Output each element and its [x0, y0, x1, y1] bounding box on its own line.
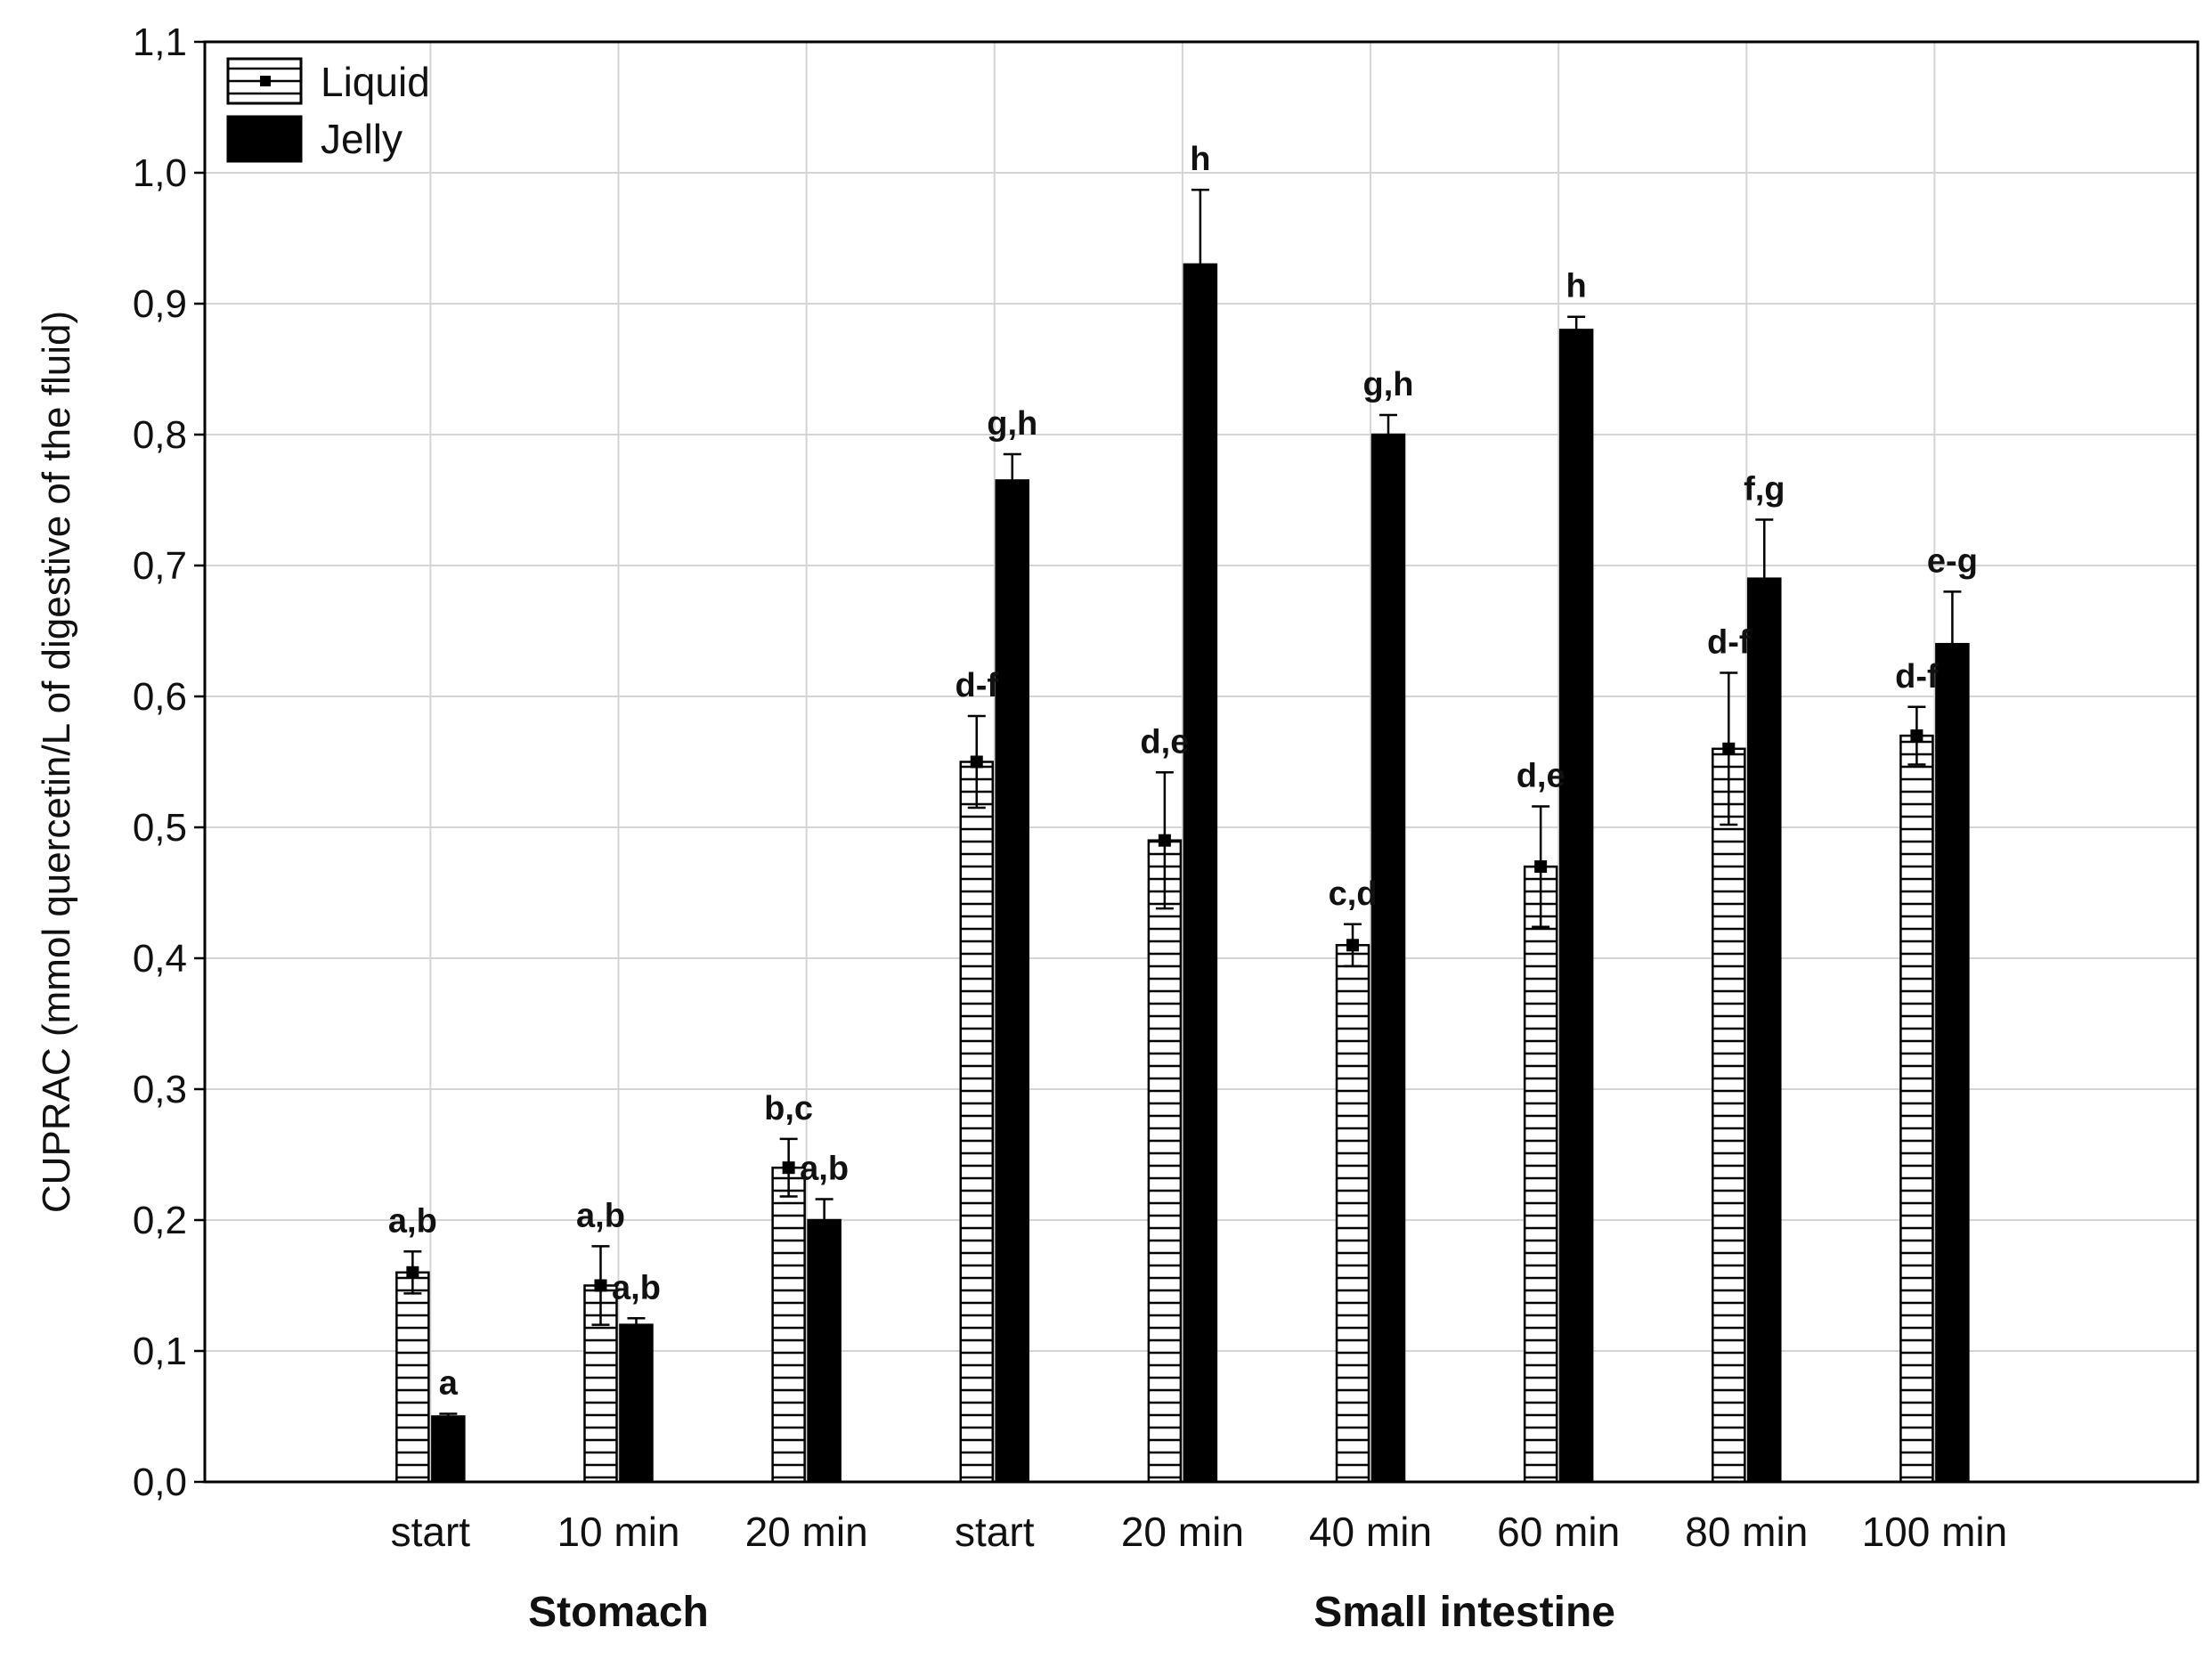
bar-jelly — [431, 1415, 466, 1484]
x-tick-label: 40 min — [1309, 1509, 1432, 1555]
bar-liquid — [1523, 865, 1558, 1484]
significance-letter: a,b — [612, 1269, 661, 1306]
bar-liquid — [1335, 944, 1370, 1484]
bar-liquid — [959, 761, 995, 1484]
mean-marker — [970, 755, 983, 769]
significance-letter: a,b — [576, 1197, 625, 1234]
plot-frame — [203, 40, 2200, 1484]
y-tick-label: 0,3 — [133, 1068, 187, 1111]
bar-jelly — [1935, 642, 1970, 1484]
significance-letter: g,h — [1363, 366, 1414, 403]
legend: Liquid Jelly — [226, 57, 430, 163]
bar-jelly — [1183, 263, 1218, 1484]
y-tick-label: 0,1 — [133, 1330, 187, 1373]
axes-layer — [194, 40, 2200, 1484]
x-tick-label: start — [955, 1509, 1035, 1555]
x-tick-label: start — [391, 1509, 471, 1555]
significance-letter: d-f — [1707, 624, 1751, 662]
labels-layer: 0,0 0,1 0,2 0,3 0,4 0,5 0,6 0,7 0,8 0,9 1,0 1,1 a,b a… — [133, 20, 2007, 1636]
significance-letter: c,d — [1329, 875, 1378, 913]
bar-liquid — [1899, 734, 1934, 1484]
mean-marker — [406, 1265, 419, 1279]
mean-marker — [1158, 834, 1171, 847]
bar-jelly — [1747, 577, 1782, 1484]
significance-letter: d,e — [1517, 757, 1565, 794]
significance-letter: a,b — [800, 1150, 849, 1187]
group-label: Small intestine — [1313, 1589, 1615, 1636]
legend-label-jelly: Jelly — [321, 116, 403, 162]
significance-letter: a,b — [388, 1202, 437, 1240]
mean-marker — [1910, 729, 1923, 743]
y-tick-label: 0,9 — [133, 282, 187, 326]
y-tick-label: 0,0 — [133, 1461, 187, 1504]
bar-liquid — [1712, 747, 1746, 1484]
legend-swatch-jelly — [226, 115, 303, 163]
significance-letter: g,h — [987, 405, 1037, 443]
y-axis-title: CUPRAC (mmol quercetin/L of digestive of… — [35, 311, 78, 1213]
legend-label-liquid: Liquid — [321, 59, 430, 105]
y-tick-label: 1,1 — [133, 20, 187, 64]
bar-jelly — [807, 1218, 842, 1484]
mean-marker — [1722, 742, 1736, 755]
y-tick-label: 0,7 — [133, 544, 187, 588]
x-tick-label: 20 min — [745, 1509, 868, 1555]
y-tick-label: 0,8 — [133, 413, 187, 457]
significance-letter: h — [1190, 141, 1210, 178]
mean-marker — [1534, 860, 1548, 874]
group-label: Stomach — [528, 1589, 709, 1636]
bar-jelly — [619, 1323, 654, 1484]
bar-liquid — [395, 1271, 430, 1484]
significance-letter: e-g — [1927, 542, 1978, 580]
y-tick-label: 1,0 — [133, 151, 187, 195]
y-tick-label: 0,4 — [133, 937, 187, 981]
x-tick-label: 10 min — [557, 1509, 679, 1555]
significance-letter: a — [439, 1365, 459, 1403]
mean-marker — [782, 1161, 795, 1175]
y-tick-label: 0,5 — [133, 806, 187, 850]
y-tick-label: 0,2 — [133, 1199, 187, 1242]
significance-letter: b,c — [764, 1090, 813, 1127]
legend-marker-liquid — [260, 76, 271, 86]
bar-jelly — [1558, 329, 1594, 1484]
bar-liquid — [771, 1166, 806, 1484]
bar-jelly — [1370, 433, 1406, 1484]
mean-marker — [1346, 939, 1360, 952]
significance-letter: d-f — [955, 667, 998, 704]
mean-marker — [594, 1279, 607, 1292]
bar-jelly — [995, 479, 1030, 1484]
significance-letter: h — [1566, 268, 1587, 305]
x-tick-label: 60 min — [1497, 1509, 1620, 1555]
bar-liquid — [1147, 839, 1183, 1484]
y-tick-label: 0,6 — [133, 675, 187, 719]
significance-letter: d-f — [1895, 658, 1939, 696]
x-tick-label: 20 min — [1121, 1509, 1244, 1555]
x-tick-label: 100 min — [1862, 1509, 2008, 1555]
significance-letter: d,e — [1140, 723, 1189, 761]
significance-letter: f,g — [1744, 471, 1785, 509]
x-tick-label: 80 min — [1685, 1509, 1808, 1555]
bars-layer — [395, 188, 1970, 1484]
